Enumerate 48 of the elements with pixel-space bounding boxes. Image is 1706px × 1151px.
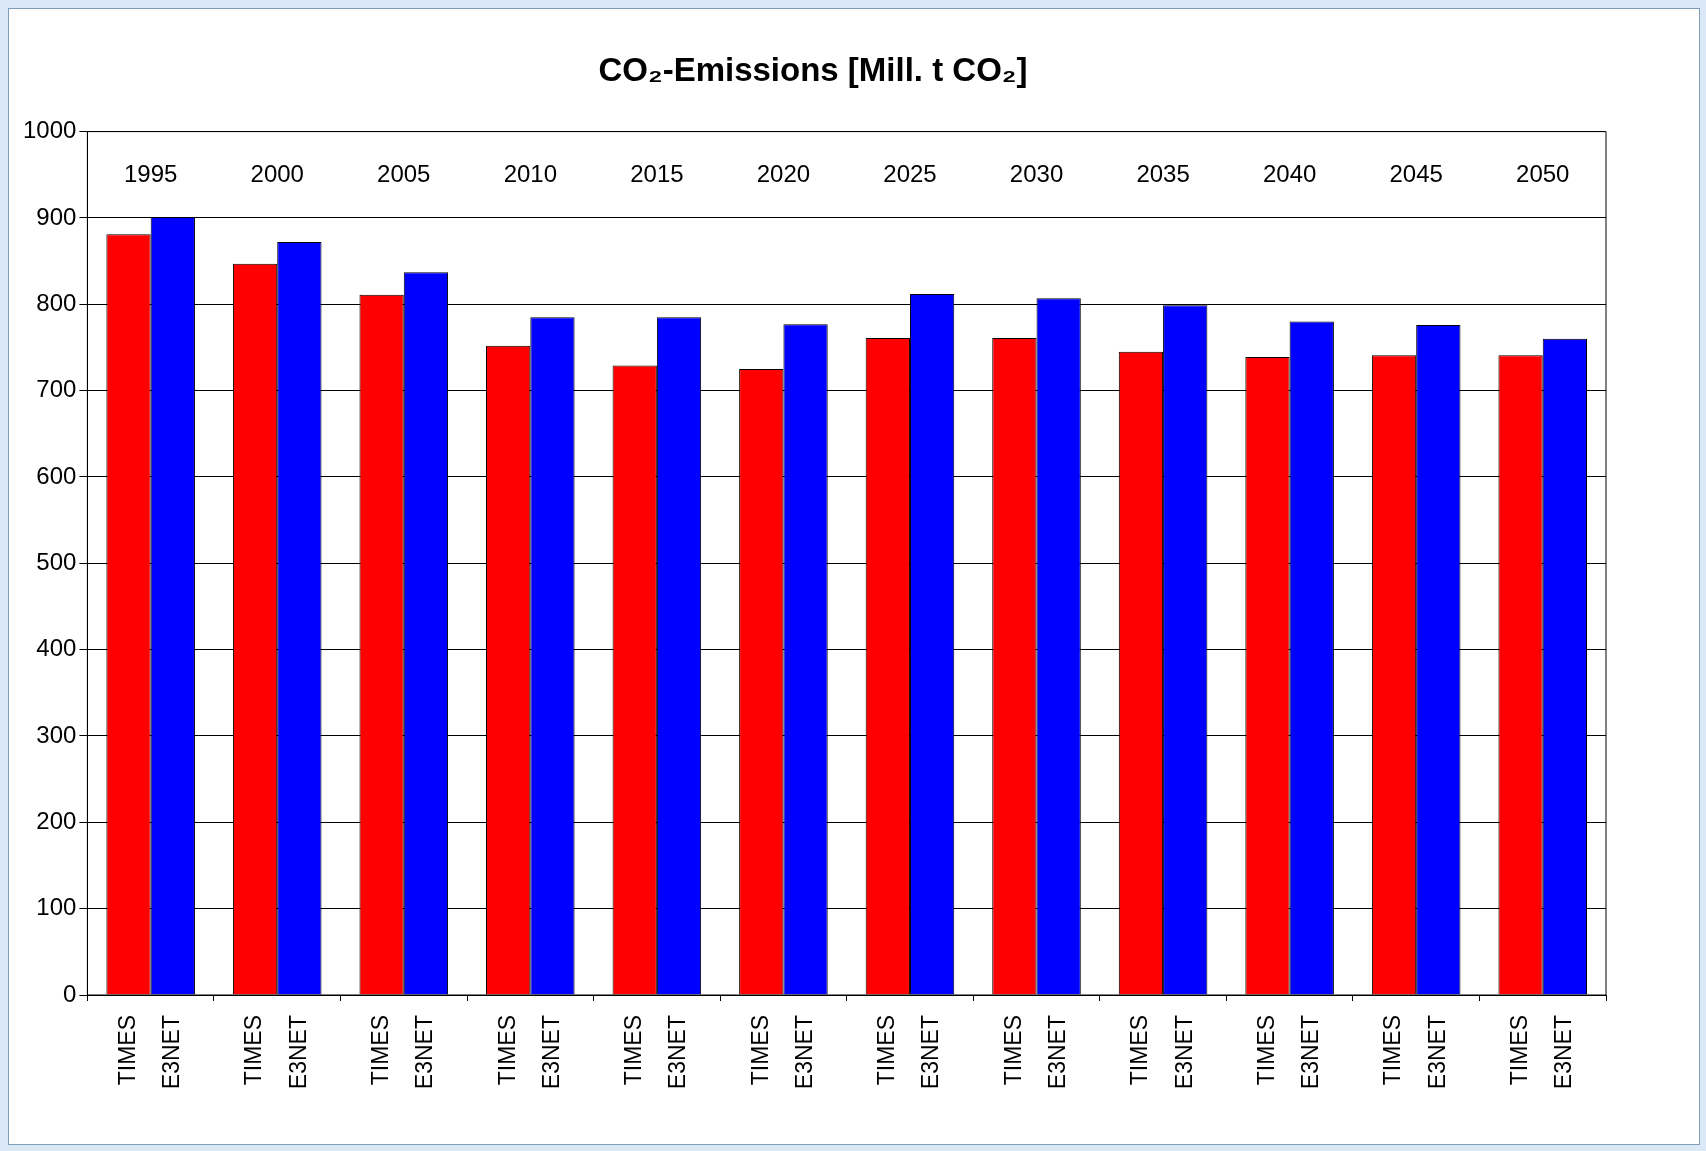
text: TIMES xyxy=(240,1015,267,1086)
x-tick-label: 1995 xyxy=(123,160,178,188)
y-tick-label: 1000 xyxy=(23,116,77,144)
text: TIMES xyxy=(873,1015,900,1086)
x-tick-label: 2045 xyxy=(1389,160,1443,188)
y-tick-label: 400 xyxy=(36,634,77,662)
text: TIMES xyxy=(1126,1015,1153,1086)
chart-title: CO₂-Emissions [Mill. t CO₂] xyxy=(598,50,1028,88)
text: E3NET xyxy=(537,1015,564,1090)
y-tick-label: 200 xyxy=(36,806,77,834)
text: E3NET xyxy=(158,1015,185,1090)
x-tick-label: 2010 xyxy=(503,160,558,188)
y-tick-label: 900 xyxy=(36,202,77,230)
text: TIMES xyxy=(746,1015,773,1086)
text: E3NET xyxy=(790,1015,817,1090)
x-tick-label: 2020 xyxy=(756,160,811,188)
text: E3NET xyxy=(917,1015,944,1090)
y-tick-label: 600 xyxy=(36,461,77,489)
x-tick-label: 2035 xyxy=(1136,160,1190,188)
x-tick-label: 2025 xyxy=(883,160,937,188)
x-tick-label: 2000 xyxy=(250,160,304,188)
text: E3NET xyxy=(1044,1015,1071,1090)
text: E3NET xyxy=(411,1015,438,1090)
text: TIMES xyxy=(113,1015,140,1086)
y-tick-label: 500 xyxy=(36,547,77,575)
text: E3NET xyxy=(1550,1015,1577,1090)
text: TIMES xyxy=(1252,1015,1279,1086)
text: E3NET xyxy=(1297,1015,1324,1090)
text: TIMES xyxy=(620,1015,647,1086)
text: E3NET xyxy=(664,1015,691,1090)
x-tick-label: 2040 xyxy=(1262,160,1317,188)
y-tick-label: 300 xyxy=(36,720,77,748)
text: E3NET xyxy=(1423,1015,1450,1090)
text: TIMES xyxy=(366,1015,393,1086)
text: TIMES xyxy=(1505,1015,1532,1086)
y-tick-label: 0 xyxy=(63,979,77,1007)
y-tick-label: 100 xyxy=(36,893,77,921)
text: TIMES xyxy=(999,1015,1026,1086)
x-tick-label: 2030 xyxy=(1009,160,1064,188)
text: TIMES xyxy=(1379,1015,1406,1086)
x-tick-label: 2015 xyxy=(630,160,684,188)
x-tick-label: 2005 xyxy=(377,160,431,188)
text: E3NET xyxy=(284,1015,311,1090)
text: E3NET xyxy=(1170,1015,1197,1090)
y-tick-label: 700 xyxy=(36,375,77,403)
y-tick-label: 800 xyxy=(36,288,77,316)
x-tick-label: 2050 xyxy=(1516,160,1570,188)
text: TIMES xyxy=(493,1015,520,1086)
